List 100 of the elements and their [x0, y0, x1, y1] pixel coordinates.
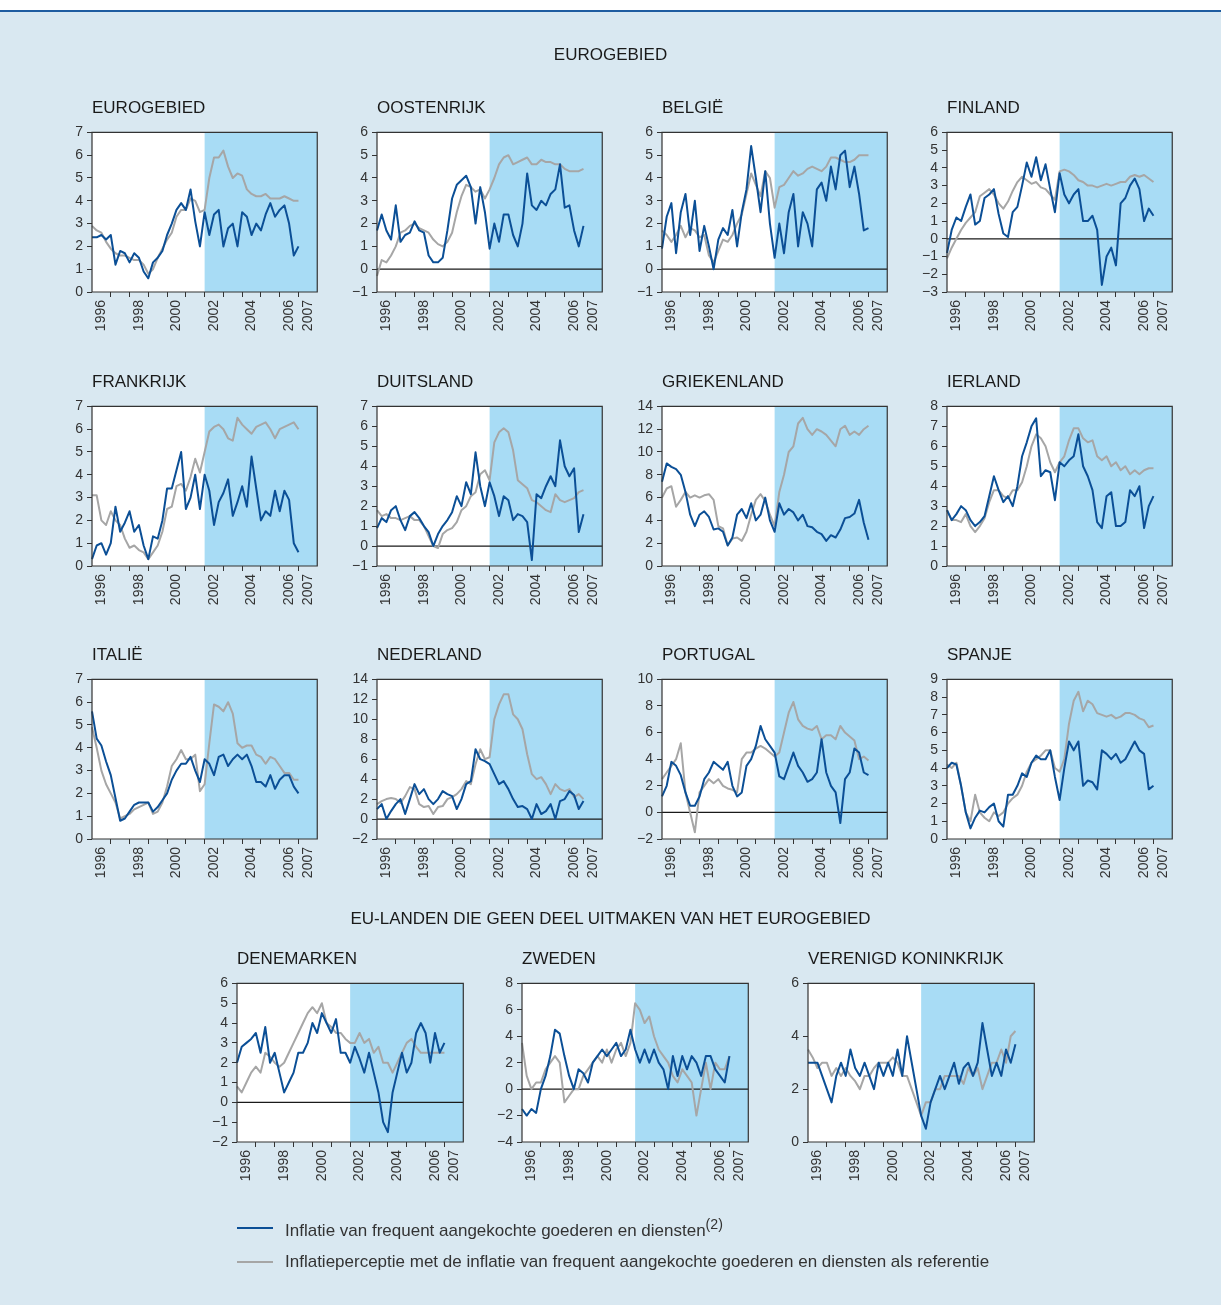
y-tick-label: 4 — [930, 158, 939, 175]
y-tick-label: 10 — [352, 710, 369, 727]
x-tick-label: 2002 — [774, 846, 791, 879]
text: EU-LANDEN DIE GEEN DEEL UITMAKEN VAN HET EUROGEBIED — [349, 909, 872, 929]
x-tick-label: 2002 — [350, 1149, 367, 1182]
y-tick-label: 2 — [505, 1053, 514, 1070]
chart-title: FINLAND — [947, 98, 1020, 118]
y-tick-label: 4 — [360, 770, 369, 787]
x-tick-label: 1998 — [560, 1149, 576, 1182]
y-tick-label: 1 — [645, 237, 654, 254]
y-tick-label: 4 — [930, 758, 939, 775]
y-tick-label: 1 — [930, 812, 939, 829]
x-tick-label: 2000 — [737, 299, 754, 332]
y-tick-label: 2 — [930, 794, 939, 811]
y-tick-label: 5 — [930, 457, 939, 474]
x-tick-label: 2004 — [673, 1149, 690, 1182]
x-tick-label: 1998 — [846, 1149, 862, 1182]
x-tick-label: 2002 — [204, 299, 221, 332]
y-tick-label: 0 — [75, 556, 84, 573]
y-tick-label: 1 — [360, 237, 369, 254]
legend-label: Inflatieperceptie met de inflatie van frequent aangekochte goederen en diensten als referentie — [285, 1252, 990, 1272]
x-tick-label: 2000 — [883, 1149, 900, 1182]
x-tick-label: 2004 — [812, 573, 829, 606]
x-tick-label: 2006 — [710, 1149, 727, 1182]
y-tick-label: 2 — [645, 776, 654, 793]
x-tick-label: 2004 — [242, 299, 259, 332]
x-tick-label: 2004 — [527, 573, 544, 606]
x-tick-label: 1996 — [92, 299, 109, 332]
x-tick-label: 1998 — [699, 573, 716, 606]
y-tick-label: −1 — [212, 1113, 229, 1130]
y-tick-label: 2 — [645, 214, 654, 231]
x-tick-label: 2002 — [921, 1149, 938, 1182]
y-tick-label: 4 — [645, 168, 654, 185]
y-tick-label: 10 — [637, 442, 654, 459]
y-tick-label: 2 — [360, 214, 369, 231]
x-tick-label: 2006 — [849, 573, 866, 606]
x-tick-label: 1998 — [414, 846, 431, 879]
x-tick-label: 2002 — [774, 573, 791, 606]
x-tick-label: 2007 — [868, 573, 885, 606]
x-tick-label: 2007 — [444, 1149, 461, 1182]
y-tick-label: 2 — [75, 237, 84, 254]
y-tick-label: 7 — [360, 397, 369, 414]
x-tick-label: 2006 — [279, 573, 296, 606]
y-tick-label: −3 — [922, 282, 939, 299]
y-tick-label: 0 — [930, 829, 939, 846]
y-tick-label: 3 — [360, 191, 369, 208]
y-tick-label: 1 — [75, 534, 84, 551]
y-tick-label: 3 — [220, 1033, 229, 1050]
y-tick-label: 1 — [220, 1073, 229, 1090]
x-tick-label: 2004 — [527, 299, 544, 332]
y-tick-label: 9 — [930, 670, 939, 687]
x-tick-label: 1996 — [377, 299, 394, 332]
y-tick-label: 6 — [360, 417, 369, 434]
y-tick-label: 7 — [930, 705, 939, 722]
x-tick-label: 2006 — [279, 846, 296, 879]
chart-title: ITALIË — [92, 645, 143, 665]
x-tick-label: 1996 — [947, 846, 964, 879]
y-tick-label: 0 — [75, 829, 84, 846]
y-tick-label: 6 — [220, 974, 229, 991]
y-tick-label: 1 — [360, 516, 369, 533]
x-tick-label: 2006 — [996, 1149, 1013, 1182]
x-tick-label: 2007 — [298, 573, 315, 606]
y-tick-label: −2 — [497, 1106, 514, 1123]
x-tick-label: 2007 — [868, 846, 885, 879]
x-tick-label: 1996 — [92, 573, 109, 606]
x-tick-label: 2007 — [1153, 299, 1170, 332]
y-tick-label: −2 — [212, 1132, 229, 1149]
x-tick-label: 2000 — [1022, 573, 1039, 606]
x-tick-label: 1996 — [947, 573, 964, 606]
x-tick-label: 1998 — [699, 299, 716, 332]
x-tick-label: 2006 — [849, 299, 866, 332]
x-tick-label: 2006 — [849, 846, 866, 879]
y-tick-label: 8 — [360, 730, 369, 747]
y-tick-label: 8 — [930, 687, 939, 704]
y-tick-label: 7 — [75, 397, 84, 414]
x-tick-label: 2000 — [597, 1149, 614, 1182]
chart-title: DENEMARKEN — [237, 949, 357, 969]
x-tick-label: 2006 — [564, 573, 581, 606]
x-tick-label: 2002 — [774, 299, 791, 332]
x-tick-label: 1998 — [129, 846, 146, 879]
x-tick-label: 2007 — [583, 846, 600, 879]
y-tick-label: 0 — [645, 556, 654, 573]
y-tick-label: 5 — [220, 994, 229, 1011]
y-tick-label: 10 — [637, 670, 654, 687]
y-tick-label: 7 — [930, 417, 939, 434]
y-tick-label: 12 — [637, 420, 654, 437]
y-tick-label: 14 — [352, 670, 369, 687]
x-tick-label: 1996 — [662, 299, 679, 332]
y-tick-label: 1 — [930, 211, 939, 228]
x-tick-label: 2000 — [167, 846, 184, 879]
y-tick-label: 6 — [645, 123, 654, 140]
y-tick-label: 0 — [930, 229, 939, 246]
chart-title: DUITSLAND — [377, 372, 474, 392]
x-tick-label: 2007 — [868, 299, 885, 332]
x-tick-label: 2002 — [204, 846, 221, 879]
x-tick-label: 2004 — [959, 1149, 976, 1182]
x-tick-label: 2006 — [279, 299, 296, 332]
y-tick-label: 1 — [75, 260, 84, 277]
y-tick-label: 3 — [645, 191, 654, 208]
y-tick-label: 8 — [930, 397, 939, 414]
